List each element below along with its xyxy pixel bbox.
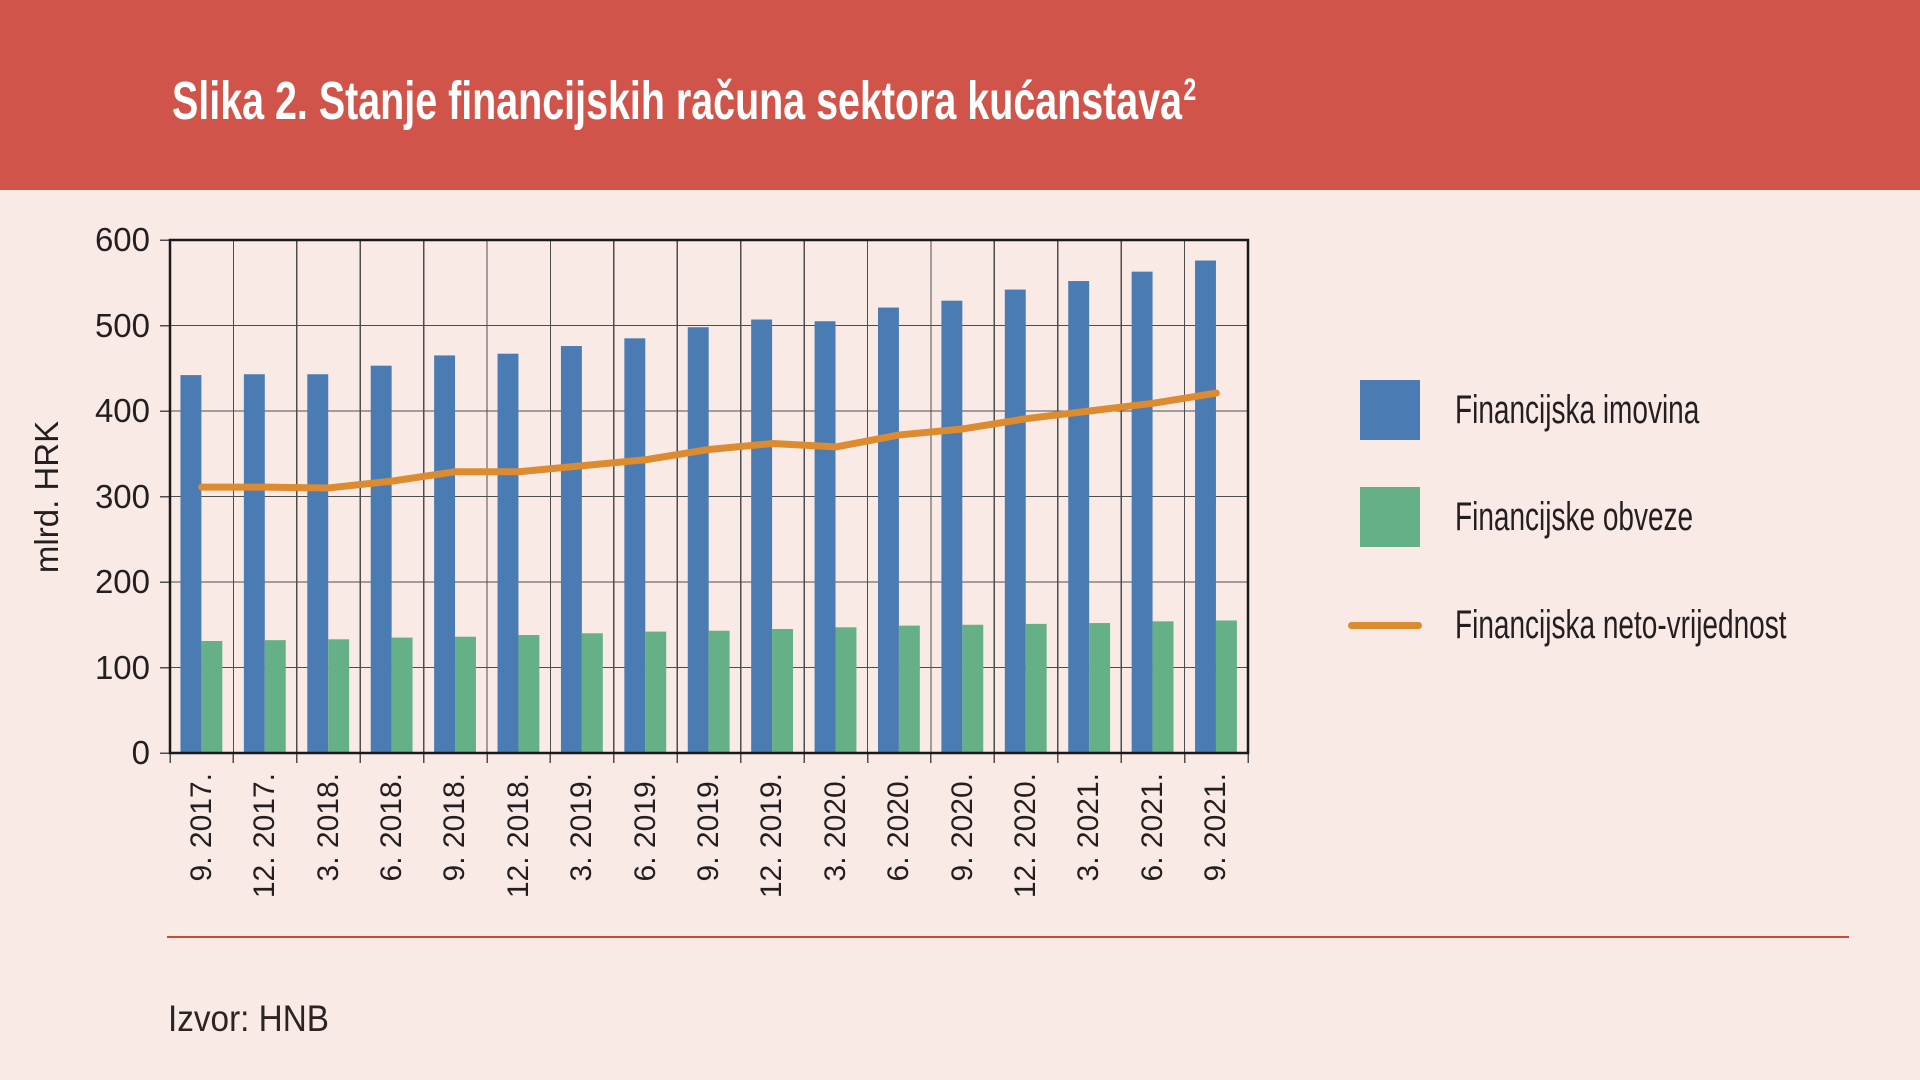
- bar-financijska-imovina: [751, 319, 773, 753]
- bar-financijske-obveze: [645, 631, 667, 753]
- bar-financijske-obveze: [581, 633, 603, 753]
- legend-label: Financijske obveze: [1455, 494, 1694, 539]
- chart-title: Slika 2. Stanje financijskih računa sekt…: [172, 70, 1196, 132]
- bar-financijske-obveze: [264, 640, 286, 753]
- chart-area: mlrd. HRK 0 100 200 300 400 500 600 9. 2017. 12…: [0, 190, 1920, 936]
- bar-financijska-imovina: [434, 355, 456, 753]
- bar-financijske-obveze: [455, 636, 476, 753]
- y-tick-label: 0: [131, 734, 150, 771]
- bar-financijska-imovina: [1004, 289, 1026, 753]
- bar-financijske-obveze: [708, 630, 730, 753]
- x-tick-label: 12. 2019.: [755, 773, 789, 899]
- x-tick-label: 6. 2018.: [374, 773, 408, 882]
- y-tick-label: 200: [94, 563, 150, 600]
- x-tick-label: 9. 2018.: [438, 773, 472, 882]
- bar-financijska-imovina: [814, 321, 836, 753]
- x-tick-label: 3. 2019.: [565, 773, 599, 882]
- y-tick-label: 100: [94, 648, 150, 686]
- bar-financijske-obveze: [391, 637, 413, 753]
- x-tick-label: 12. 2018.: [501, 773, 535, 899]
- y-tick-label: 300: [94, 477, 150, 515]
- bar-financijska-imovina: [624, 338, 646, 753]
- bar-financijska-imovina: [877, 307, 899, 753]
- y-tick-label: 400: [94, 392, 150, 429]
- bar-financijske-obveze: [518, 635, 540, 753]
- bar-financijska-imovina: [1131, 271, 1153, 753]
- x-tick-label: 9. 2019.: [692, 773, 725, 882]
- bar-financijska-imovina: [370, 365, 392, 753]
- title-banner: Slika 2. Stanje financijskih računa sekt…: [0, 0, 1920, 190]
- bar-financijska-imovina: [1068, 281, 1090, 753]
- bar-financijska-imovina: [1195, 260, 1216, 753]
- plot-frame: [168, 238, 1250, 755]
- x-tick-label: 3. 2020.: [818, 773, 852, 882]
- y-tick-label: 500: [94, 306, 150, 344]
- bar-financijske-obveze: [1025, 623, 1047, 753]
- bar-financijska-imovina: [307, 374, 329, 753]
- bar-financijska-imovina: [243, 374, 265, 753]
- bar-financijska-imovina: [180, 375, 202, 753]
- legend-label: Financijska neto-vrijednost: [1455, 602, 1787, 647]
- x-tick-label: 3. 2021.: [1072, 773, 1106, 882]
- bar-financijske-obveze: [201, 640, 223, 753]
- x-tick-label: 9. 2021.: [1199, 773, 1233, 882]
- bar-financijske-obveze: [1089, 623, 1111, 753]
- bar-financijske-obveze: [772, 629, 794, 753]
- bar-financijske-obveze: [328, 639, 350, 753]
- x-tick-label: 6. 2020.: [882, 773, 916, 882]
- bar-financijske-obveze: [1215, 620, 1237, 753]
- legend-square-swatch-icon: [1360, 487, 1420, 547]
- bar-financijske-obveze: [962, 624, 984, 753]
- x-tick-label: 9. 2017.: [184, 773, 218, 882]
- bar-financijska-imovina: [941, 300, 963, 753]
- legend-line-swatch-icon: [1348, 621, 1422, 629]
- bar-financijske-obveze: [1152, 621, 1174, 753]
- x-tick-label: 6. 2019.: [628, 773, 662, 882]
- legend-item-financijska-imovina: Financijska imovina: [1348, 380, 1804, 440]
- bar-financijska-imovina: [497, 353, 519, 753]
- x-tick-label: 3. 2018.: [311, 773, 345, 882]
- bar-financijske-obveze: [898, 625, 920, 753]
- chart-title-text: Slika 2. Stanje financijskih računa sekt…: [172, 71, 1183, 131]
- x-tick-label: 12. 2017.: [248, 773, 282, 899]
- legend-item-financijske-obveze: Financijske obveze: [1348, 487, 1795, 547]
- x-tick-label: 6. 2021.: [1135, 773, 1169, 882]
- bar-financijske-obveze: [835, 627, 857, 753]
- line-financijska-neto-vrijednost: [198, 389, 1220, 492]
- source-note: Izvor: HNB: [168, 998, 329, 1039]
- legend-item-financijska-neto-vrijednost: Financijska neto-vrijednost: [1348, 595, 1920, 655]
- y-tick-label: 600: [94, 221, 150, 258]
- footer-divider: [167, 936, 1849, 938]
- x-tick-label: 12. 2020.: [1009, 773, 1043, 899]
- title-footnote-marker: 2: [1183, 72, 1197, 107]
- legend-square-swatch-icon: [1360, 380, 1420, 440]
- x-tick-label: 9. 2020.: [945, 773, 979, 882]
- bar-financijska-imovina: [687, 327, 709, 753]
- plot-canvas: [160, 238, 1250, 763]
- bar-financijska-imovina: [560, 346, 582, 753]
- legend-label: Financijska imovina: [1455, 387, 1700, 432]
